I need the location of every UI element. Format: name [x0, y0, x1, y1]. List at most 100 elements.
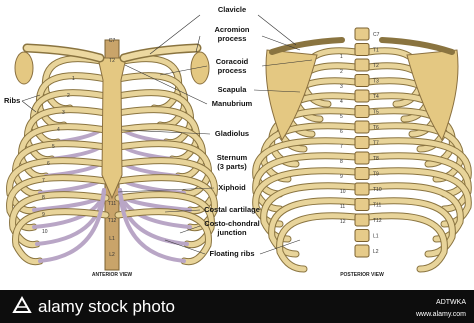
leader-line	[164, 209, 201, 213]
label-line: Floating ribs	[210, 249, 255, 258]
rib-number: 5	[52, 144, 55, 150]
leader-line	[179, 225, 201, 234]
rib	[115, 192, 214, 248]
scapula	[265, 49, 318, 142]
label-line: process	[218, 66, 247, 75]
view-caption: ANTERIOR VIEW	[92, 272, 133, 278]
label: Coracoid process	[216, 57, 249, 75]
vertebra-label: T10	[373, 187, 382, 193]
shoulder	[14, 51, 34, 85]
vertebra	[354, 229, 370, 242]
rib	[365, 138, 471, 197]
rib-number: 7	[340, 144, 343, 150]
rib-number: 1	[340, 54, 343, 60]
label: Floating ribs	[210, 249, 255, 258]
label: Gladiolus	[215, 129, 249, 138]
label: Acromion process	[214, 25, 249, 43]
label-line: Gladiolus	[215, 129, 249, 138]
label-line: (3 parts)	[217, 162, 247, 171]
vertebra	[354, 105, 370, 118]
vertebra-label: L2	[109, 252, 115, 258]
label: Scapula	[218, 85, 248, 94]
rib	[115, 158, 217, 214]
leader-line	[261, 35, 301, 51]
label: Xiphoid	[218, 183, 246, 192]
rib-number: 4	[57, 127, 60, 133]
label-line: Costal cartilage	[204, 205, 260, 214]
label-line: junction	[216, 228, 247, 237]
rib-number: 2	[67, 93, 70, 99]
rib	[13, 209, 109, 265]
ribs-label: Ribs	[4, 96, 20, 105]
leader-line	[164, 239, 206, 255]
rib	[365, 213, 447, 272]
label-line: Manubrium	[212, 99, 253, 108]
rib	[269, 198, 359, 257]
vertebra-label: L1	[109, 236, 115, 242]
rib	[115, 175, 217, 231]
rib	[253, 168, 359, 227]
rib-number: 7	[42, 178, 45, 184]
rib-number: 2	[340, 69, 343, 75]
leader-line	[21, 94, 41, 113]
alamy-logo	[12, 295, 32, 313]
label: Sternum (3 parts)	[217, 153, 248, 171]
vertebra-label: T3	[373, 79, 379, 85]
rib	[7, 158, 109, 214]
clavicle	[121, 45, 200, 61]
vertebra-label: L1	[373, 234, 379, 240]
vertebra	[354, 27, 370, 41]
vertebra	[354, 167, 370, 180]
vertebra-label: T4	[373, 94, 379, 100]
label-line: process	[218, 34, 247, 43]
vertebra-label: T9	[373, 172, 379, 178]
vertebra-label: T5	[373, 110, 379, 116]
rib-number: 10	[42, 229, 48, 235]
vertebra	[354, 58, 370, 72]
clavicle	[269, 37, 345, 55]
rib	[365, 168, 471, 227]
vertebra-label: T2	[109, 58, 115, 64]
rib-number: 11	[340, 204, 345, 210]
label-line: Scapula	[218, 85, 248, 94]
rib-number: 1	[72, 76, 75, 82]
vertebra	[354, 151, 370, 165]
label-line: Coracoid	[216, 57, 249, 66]
leader-line	[117, 187, 215, 193]
rib	[7, 175, 109, 231]
vertebra-label: T8	[373, 156, 379, 162]
artwork	[6, 27, 472, 273]
vertebra-label: T11	[108, 201, 116, 207]
vertebra-label: T12	[108, 218, 117, 224]
vertebra-label: L2	[373, 249, 379, 255]
vertebra-label: T12	[373, 218, 382, 224]
rib	[365, 198, 455, 257]
rib-number: 5	[340, 114, 343, 120]
leader-line	[257, 14, 297, 46]
rib	[10, 192, 109, 248]
rib	[277, 213, 359, 272]
label: Costal cartilage	[204, 205, 260, 214]
label: Costo-chondral junction	[204, 219, 259, 237]
vertebra	[354, 43, 370, 56]
vertebra-label: T1	[373, 48, 379, 54]
rib-number: 9	[340, 174, 343, 180]
leader-line	[159, 65, 208, 76]
label-line: Costo-chondral	[204, 219, 259, 228]
vertebra-label: T2	[373, 63, 379, 69]
rib-number: 10	[340, 189, 346, 195]
vertebra	[354, 182, 370, 196]
vertebra	[354, 120, 370, 134]
leader-line	[253, 89, 301, 93]
view-caption: POSTERIOR VIEW	[340, 272, 384, 278]
vertebra	[354, 198, 370, 211]
label-line: Clavicle	[218, 5, 246, 14]
vertebra	[354, 244, 370, 258]
leader-line	[121, 129, 211, 135]
costal-cartilage	[38, 188, 106, 263]
rib	[253, 138, 359, 197]
leader-line	[261, 59, 313, 67]
rib-number: 3	[340, 84, 343, 90]
rib-number: 6	[47, 161, 50, 167]
